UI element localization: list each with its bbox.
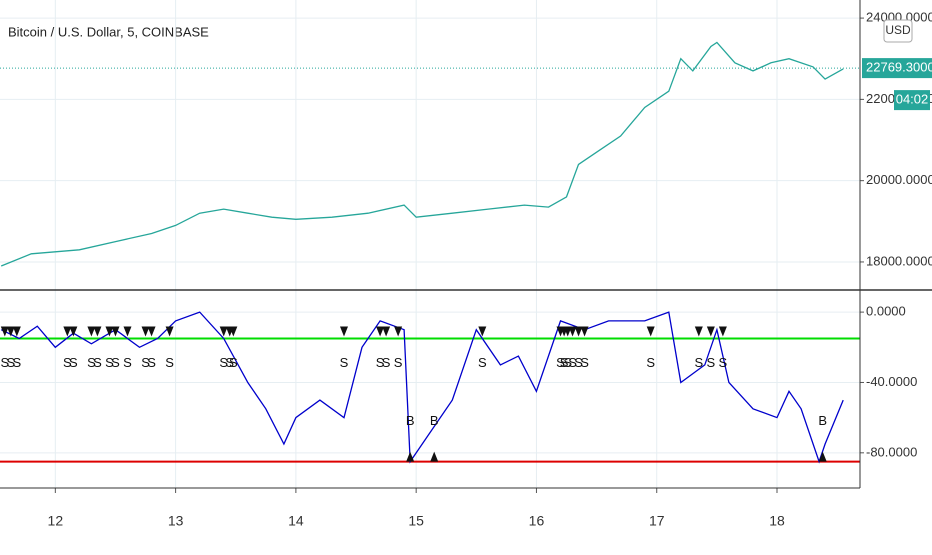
sell-marker xyxy=(229,326,238,337)
sell-marker xyxy=(105,326,114,337)
series-line xyxy=(0,311,844,464)
sell-marker xyxy=(694,326,703,337)
currency-label[interactable]: USD xyxy=(885,23,911,37)
buy-label: B xyxy=(818,413,827,428)
sell-label: S xyxy=(87,355,96,370)
sell-label: S xyxy=(382,355,391,370)
sell-marker xyxy=(87,326,96,337)
x-tick-label: 12 xyxy=(48,513,64,529)
sell-marker xyxy=(165,326,174,337)
chart-title: Bitcoin / U.S. Dollar, 5, COINBASE xyxy=(8,24,209,39)
sell-marker xyxy=(219,326,228,337)
sell-marker xyxy=(63,326,72,337)
sell-label: S xyxy=(219,355,228,370)
sell-marker xyxy=(580,326,589,337)
sell-label: S xyxy=(141,355,150,370)
sell-label: S xyxy=(229,355,238,370)
y-tick-label: 24000.0000 xyxy=(866,10,932,25)
x-tick-label: 16 xyxy=(529,513,545,529)
sell-label: S xyxy=(340,355,349,370)
sell-label: S xyxy=(694,355,703,370)
sell-marker xyxy=(12,326,21,337)
buy-label: B xyxy=(406,413,415,428)
y-tick-label: -40.0000 xyxy=(866,374,917,389)
sell-label: S xyxy=(707,355,716,370)
sell-label: S xyxy=(478,355,487,370)
sell-marker xyxy=(646,326,655,337)
sell-label: S xyxy=(165,355,174,370)
sell-label: S xyxy=(63,355,72,370)
countdown-badge xyxy=(894,90,930,111)
series-line xyxy=(0,41,844,267)
sell-marker xyxy=(69,326,78,337)
y-tick-label: 20000.0000 xyxy=(866,172,932,187)
sell-label: S xyxy=(646,355,655,370)
sell-marker xyxy=(123,326,132,337)
buy-marker xyxy=(430,451,439,462)
x-tick-label: 15 xyxy=(408,513,424,529)
sell-marker xyxy=(0,326,9,337)
sell-label: S xyxy=(93,355,102,370)
sell-label: S xyxy=(563,355,572,370)
sell-marker xyxy=(340,326,348,337)
sell-marker xyxy=(718,326,727,337)
sell-marker xyxy=(382,326,391,337)
buy-marker xyxy=(818,451,827,462)
sell-label: S xyxy=(568,355,577,370)
sell-marker xyxy=(478,326,487,337)
x-tick-label: 13 xyxy=(168,513,184,529)
y-tick-label: 0.0000 xyxy=(866,304,906,319)
sell-label: S xyxy=(556,355,565,370)
sell-marker xyxy=(568,326,577,337)
sell-label: S xyxy=(111,355,120,370)
sell-label: S xyxy=(13,355,22,370)
currency-button[interactable] xyxy=(883,19,913,43)
sell-label: S xyxy=(123,355,132,370)
x-tick-label: 18 xyxy=(769,513,785,529)
sell-marker xyxy=(376,326,385,337)
sell-marker xyxy=(93,326,102,337)
sell-label: S xyxy=(6,355,15,370)
y-tick-label: -80.0000 xyxy=(866,444,917,459)
x-tick-label: 17 xyxy=(649,513,665,529)
sell-marker xyxy=(394,326,403,337)
sell-label: S xyxy=(376,355,385,370)
sell-label: S xyxy=(147,355,156,370)
sell-marker xyxy=(706,326,715,337)
x-tick-label: 14 xyxy=(288,513,304,529)
sell-label: S xyxy=(0,355,9,370)
sell-marker xyxy=(141,326,150,337)
sell-label: S xyxy=(580,355,589,370)
sell-label: S xyxy=(719,355,728,370)
current-price-label: 22769.3000 xyxy=(866,60,932,75)
countdown: 04:02 xyxy=(896,92,929,107)
sell-marker xyxy=(574,326,583,337)
sell-label: S xyxy=(560,355,569,370)
sell-marker xyxy=(147,326,156,337)
price-badge xyxy=(862,58,932,79)
sell-label: S xyxy=(105,355,114,370)
sell-marker xyxy=(111,326,120,337)
buy-label: B xyxy=(430,413,439,428)
sell-marker xyxy=(6,326,15,337)
sell-label: S xyxy=(394,355,403,370)
sell-label: S xyxy=(69,355,78,370)
y-tick-label: 18000.0000 xyxy=(866,253,932,268)
sell-label: S xyxy=(574,355,583,370)
buy-marker xyxy=(406,451,415,462)
sell-label: S xyxy=(225,355,234,370)
